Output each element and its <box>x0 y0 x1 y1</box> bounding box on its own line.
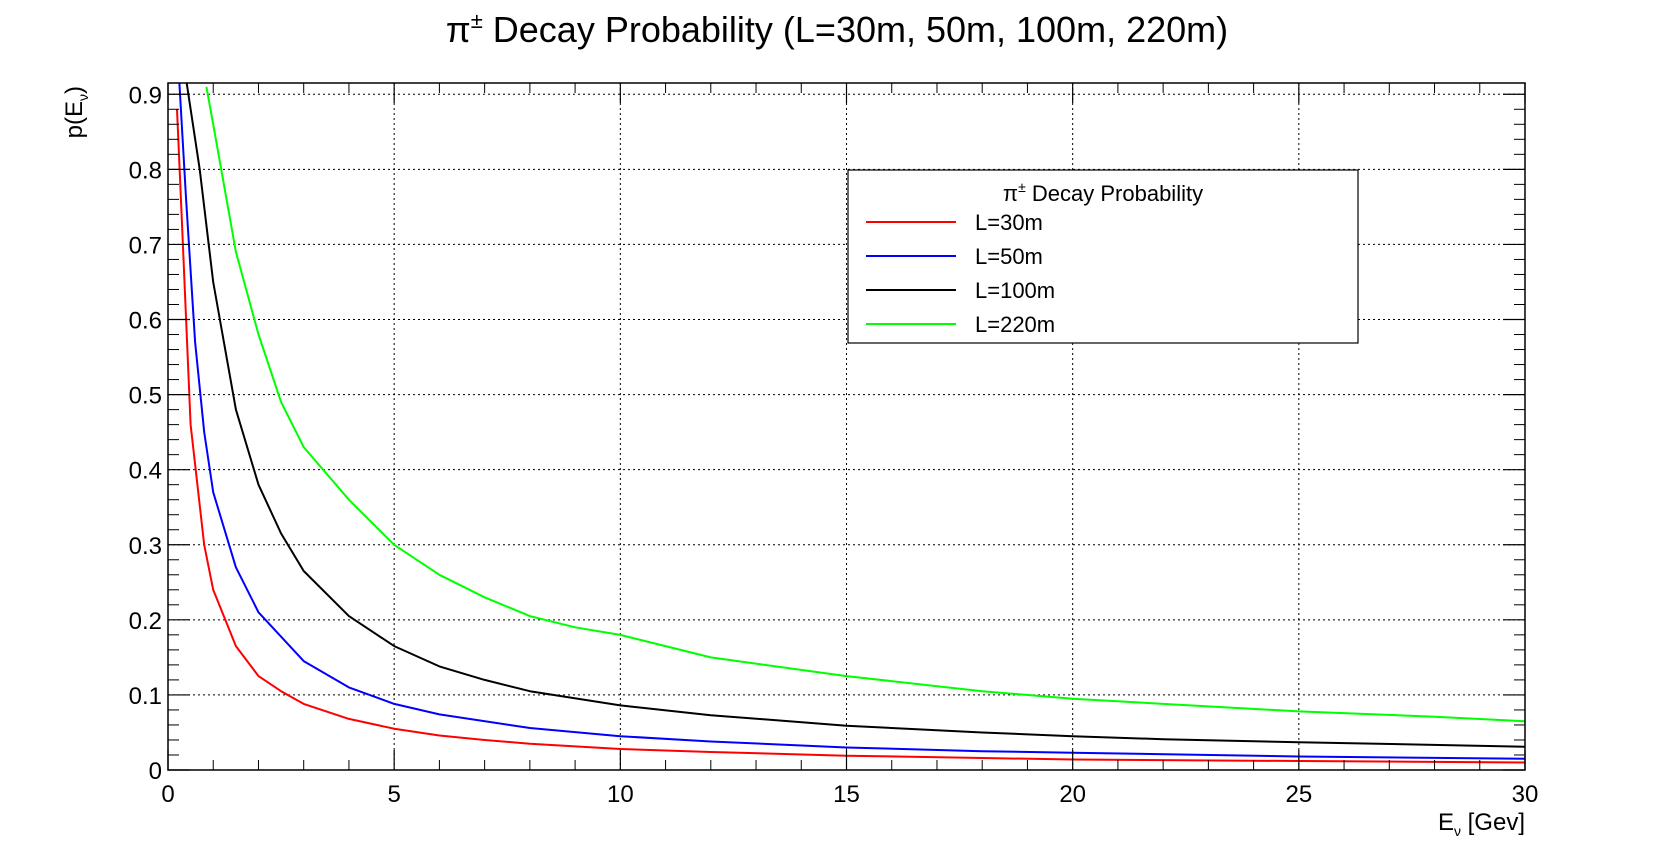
legend: π± Decay Probability L=30m L=50m L=100m L=2… <box>847 169 1359 344</box>
chart-title-pi: π <box>446 9 471 50</box>
legend-title-pi: π <box>1003 181 1018 206</box>
series-line-l-220m <box>205 86 1525 723</box>
x-tick-label: 10 <box>607 781 634 808</box>
y-tick-label: 0.7 <box>129 232 162 259</box>
x-tick-label: 5 <box>387 781 400 808</box>
x-axis-label-main: E <box>1438 809 1454 836</box>
legend-title-sup: ± <box>1018 179 1026 195</box>
x-tick-label: 0 <box>161 781 174 808</box>
x-tick-label: 20 <box>1059 781 1086 808</box>
legend-title: π± Decay Probability <box>1003 179 1203 206</box>
x-axis-label-sub: ν <box>1454 823 1461 839</box>
series-lines <box>176 83 1525 764</box>
y-axis-label-rest: ) <box>61 86 88 94</box>
y-tick-label: 0 <box>149 758 162 785</box>
x-tick-label: 30 <box>1512 781 1539 808</box>
y-tick-label: 0.2 <box>129 608 162 635</box>
y-tick-label: 0.9 <box>129 82 162 109</box>
y-axis-label: p(Eν) <box>61 86 91 138</box>
legend-title-rest: Decay Probability <box>1026 181 1203 206</box>
series-line-l-30m <box>176 109 1525 764</box>
x-tick-label: 15 <box>833 781 860 808</box>
y-tick-label: 0.5 <box>129 383 162 410</box>
chart-title: π± Decay Probability (L=30m, 50m, 100m, … <box>446 8 1228 50</box>
series-line-l-50m <box>178 83 1525 760</box>
legend-entries: L=30m L=50m L=100m L=220m <box>866 210 1055 337</box>
y-tick-label: 0.3 <box>129 533 162 560</box>
y-tick-label: 0.6 <box>129 308 162 335</box>
legend-label: L=30m <box>975 210 1043 235</box>
legend-label: L=100m <box>975 278 1055 303</box>
x-tick-label: 25 <box>1285 781 1312 808</box>
legend-label: L=50m <box>975 244 1043 269</box>
x-axis-label-rest: [Gev] <box>1461 809 1525 836</box>
chart-title-sup: ± <box>471 8 483 33</box>
y-tick-label: 0.1 <box>129 683 162 710</box>
y-tick-label: 0.8 <box>129 157 162 184</box>
axes: 0 5 10 15 20 25 30 0 0.1 0.2 0.3 0.4 0.5 0.6 0.7 0.8 0.9 <box>129 82 1539 808</box>
x-axis-label: Eν [Gev] <box>1438 809 1525 839</box>
chart-title-rest: Decay Probability (L=30m, 50m, 100m, 220… <box>483 9 1228 50</box>
y-tick-label: 0.4 <box>129 458 162 485</box>
legend-label: L=220m <box>975 312 1055 337</box>
y-axis-label-main: p(E <box>61 101 88 138</box>
y-axis-label-sub: ν <box>75 94 91 101</box>
series-line-l-100m <box>185 83 1525 748</box>
